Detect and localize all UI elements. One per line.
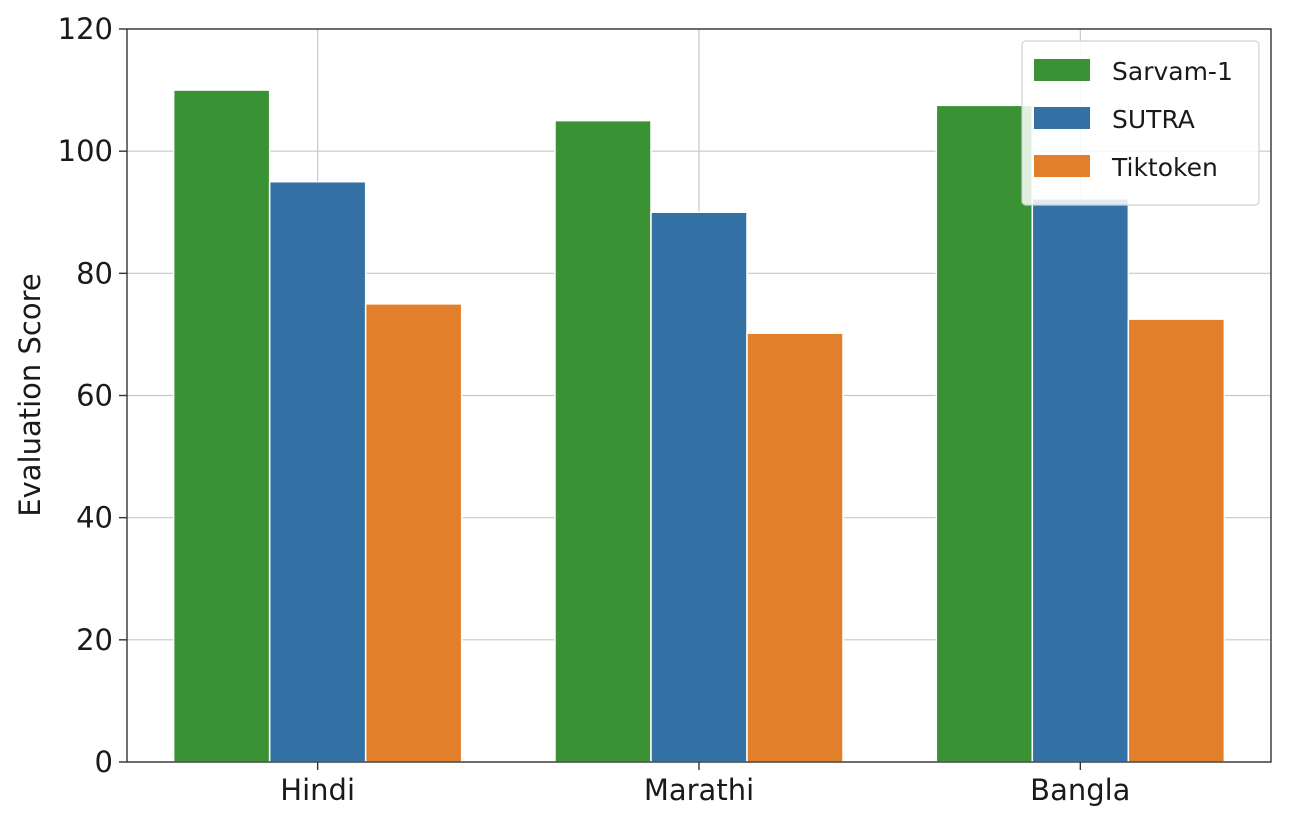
y-tick-label: 120 — [58, 12, 113, 46]
axis-ticks: 0 20 40 60 80 100 120 Hindi Marathi Bangla — [58, 12, 1131, 807]
bar-sutra-bangla — [1031, 198, 1130, 763]
y-tick-label: 40 — [76, 501, 113, 535]
bar-tiktoken-marathi — [746, 332, 844, 763]
y-tick-label: 20 — [76, 623, 113, 657]
x-tick-label: Marathi — [644, 773, 754, 807]
y-tick-label: 80 — [76, 256, 113, 290]
bar-sarvam-1-bangla — [935, 104, 1034, 763]
y-tick-label: 0 — [95, 745, 113, 779]
x-tick-label: Bangla — [1030, 773, 1130, 807]
bar-sutra-hindi — [268, 180, 367, 763]
legend: Sarvam-1 SUTRA Tiktoken — [1021, 40, 1260, 206]
legend-swatch — [1034, 59, 1090, 81]
legend-label: Tiktoken — [1111, 153, 1218, 182]
bar-tiktoken-hindi — [364, 303, 463, 763]
legend-label: SUTRA — [1112, 105, 1195, 134]
y-tick-label: 100 — [58, 134, 113, 168]
bar-tiktoken-bangla — [1127, 318, 1226, 763]
bar-sarvam-1-hindi — [172, 89, 271, 763]
y-axis-title: Evaluation Score — [13, 273, 47, 516]
bar-sutra-marathi — [650, 211, 748, 763]
bar-sarvam-1-marathi — [554, 119, 652, 763]
x-tick-label: Hindi — [280, 773, 355, 807]
y-tick-label: 60 — [76, 379, 113, 413]
legend-label: Sarvam-1 — [1112, 57, 1233, 86]
legend-swatch — [1034, 107, 1090, 129]
legend-swatch — [1034, 155, 1090, 177]
